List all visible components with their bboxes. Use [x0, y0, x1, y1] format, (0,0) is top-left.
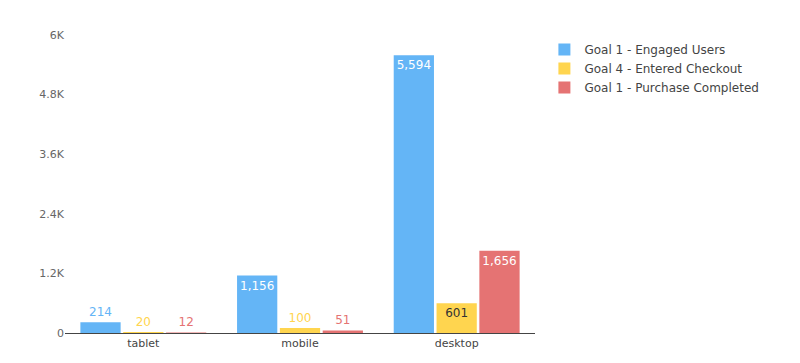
- svg-text:desktop: desktop: [435, 337, 479, 350]
- svg-text:12: 12: [179, 315, 194, 329]
- svg-text:100: 100: [289, 311, 312, 325]
- svg-text:tablet: tablet: [127, 337, 160, 350]
- svg-text:51: 51: [335, 313, 350, 327]
- svg-text:0: 0: [57, 327, 64, 340]
- svg-text:6K: 6K: [50, 29, 65, 42]
- svg-text:20: 20: [136, 315, 151, 329]
- svg-text:2.4K: 2.4K: [39, 208, 64, 221]
- svg-text:601: 601: [445, 306, 468, 320]
- svg-text:Goal 1 - Engaged Users: Goal 1 - Engaged Users: [584, 43, 725, 57]
- svg-text:5,594: 5,594: [397, 58, 431, 72]
- svg-text:Goal 4 - Entered Checkout: Goal 4 - Entered Checkout: [584, 62, 742, 76]
- svg-text:mobile: mobile: [281, 337, 319, 350]
- svg-text:214: 214: [89, 305, 112, 319]
- svg-text:4.8K: 4.8K: [39, 88, 64, 101]
- svg-text:1,656: 1,656: [482, 254, 516, 268]
- svg-text:1,156: 1,156: [240, 279, 274, 293]
- svg-text:3.6K: 3.6K: [39, 148, 64, 161]
- svg-text:Goal 1 - Purchase Completed: Goal 1 - Purchase Completed: [584, 81, 759, 95]
- svg-text:1.2K: 1.2K: [39, 267, 64, 280]
